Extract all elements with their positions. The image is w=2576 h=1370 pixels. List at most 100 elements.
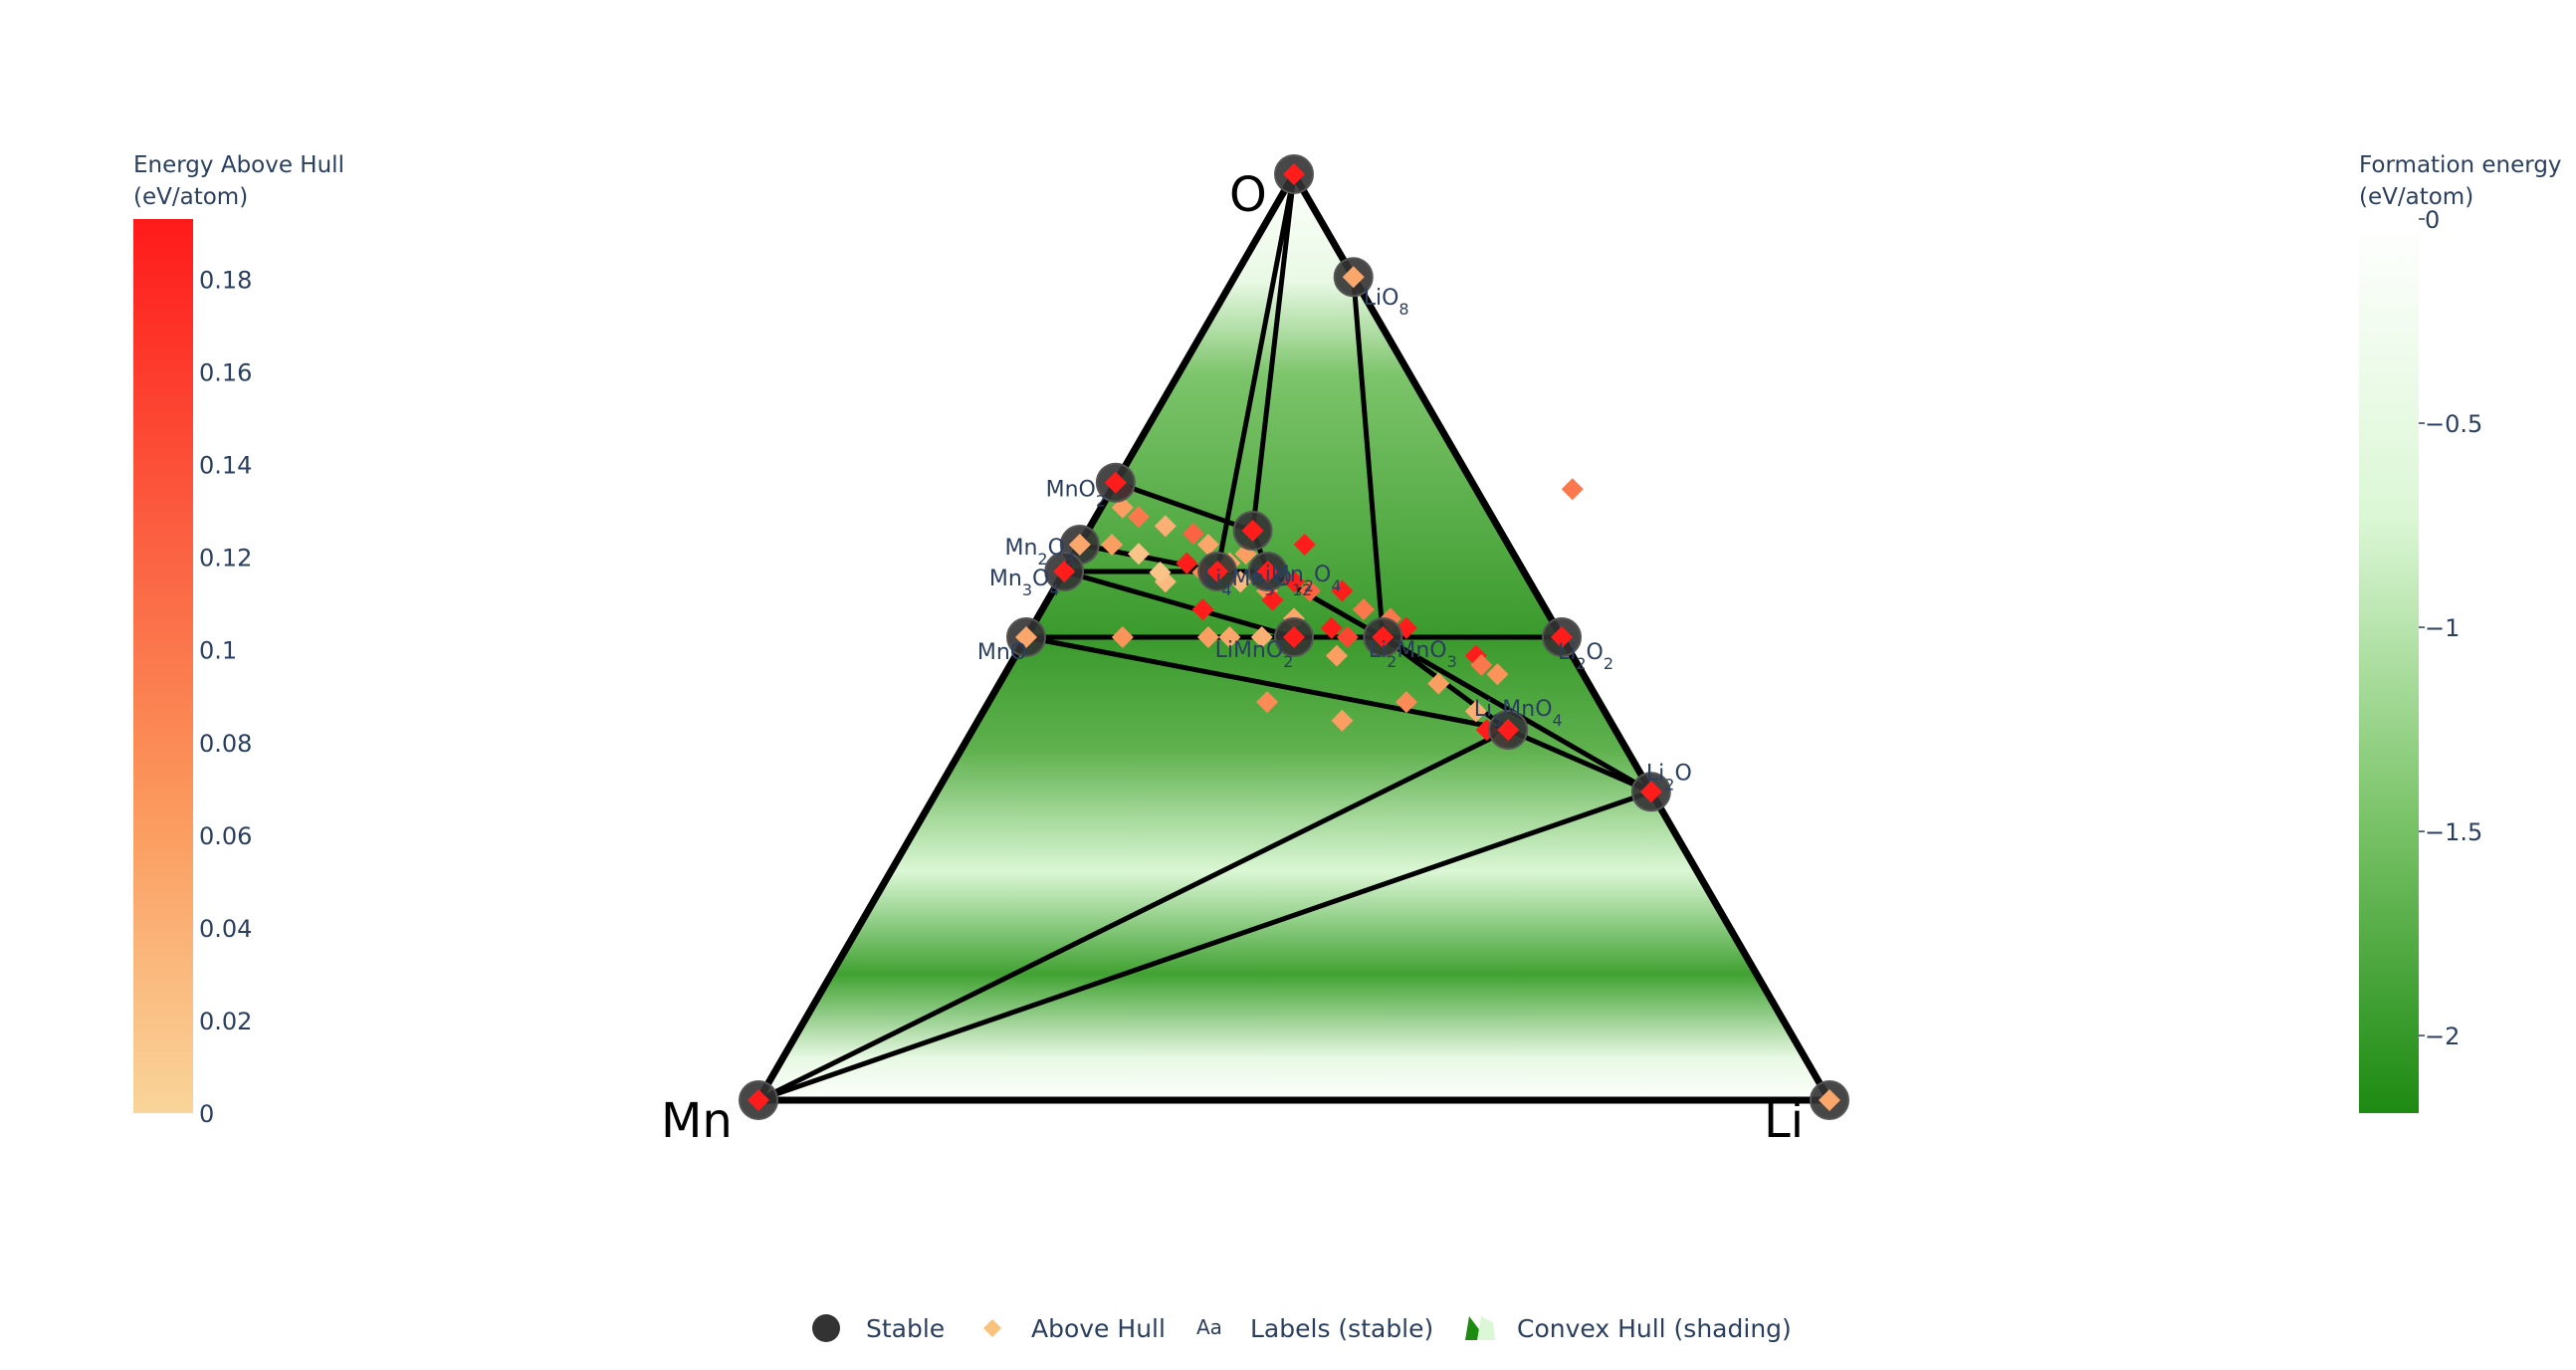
phase-label: MnO <box>977 640 1027 665</box>
above-hull-point[interactable] <box>1331 579 1354 602</box>
diamond-legend-icon <box>983 1319 1001 1337</box>
colorbar-tick-label: 0 <box>2425 206 2440 234</box>
stable-point-marker <box>1256 560 1279 582</box>
stable-point-marker <box>1241 520 1264 543</box>
corner-label-mn: Mn <box>661 1093 733 1149</box>
corner-label-o: O <box>1229 167 1267 223</box>
shading-legend-icon-light <box>1477 1316 1495 1340</box>
above-hull-point[interactable] <box>1470 653 1493 676</box>
colorbar-tick-label: 0.14 <box>199 452 252 480</box>
above-hull-point[interactable] <box>1101 534 1124 556</box>
colorbar-ticks: 0 0.02 0.04 0.06 0.08 0.1 0.12 0.14 0.16 0.18 <box>199 266 252 1128</box>
above-hull-point[interactable] <box>1191 598 1214 621</box>
above-hull-point[interactable] <box>1196 534 1219 556</box>
colorbar-tick-label: −1 <box>2425 614 2460 642</box>
above-hull-point[interactable] <box>1336 626 1359 648</box>
colorbar-title: Formation energy <box>2359 152 2562 178</box>
above-hull-point[interactable] <box>1464 700 1487 723</box>
legend-label: Convex Hull (shading) <box>1517 1314 1792 1343</box>
legend-label: Stable <box>866 1314 945 1343</box>
above-hull-point[interactable] <box>1326 644 1349 667</box>
legend-label: Above Hull <box>1031 1314 1166 1343</box>
phase-label: Li2O2 <box>1558 640 1613 673</box>
above-hull-point[interactable] <box>1256 691 1279 714</box>
phase-label: LiO8 <box>1364 286 1409 319</box>
colorbar-tick-label: 0.06 <box>199 822 252 850</box>
colorbar-title-unit: (eV/atom) <box>2359 184 2473 210</box>
stable-point-marker <box>1551 626 1573 648</box>
colorbar-tick-label: −0.5 <box>2425 410 2482 438</box>
phase-label: Li4Mn5O12 <box>1203 567 1312 599</box>
above-hull-point[interactable] <box>1561 478 1584 501</box>
above-hull-point[interactable] <box>1293 534 1316 556</box>
legend-item-stable[interactable]: Stable <box>812 1314 945 1343</box>
stable-point-marker <box>1053 560 1076 582</box>
stable-point-marker <box>1283 626 1305 648</box>
colorbar-ticks: 0 −0.5 −1 −1.5 −2 <box>2419 206 2482 1050</box>
tie-line <box>1023 634 1511 733</box>
above-hull-point[interactable] <box>1127 506 1150 529</box>
above-hull-point[interactable] <box>1427 672 1450 695</box>
above-hull-point[interactable] <box>1299 579 1322 602</box>
legend-label: Labels (stable) <box>1250 1314 1433 1343</box>
colorbar-scale <box>133 219 193 1113</box>
formation-energy-colorbar: Formation energy (eV/atom) 0 −0.5 −1 −1.5 −2 <box>2359 152 2562 1113</box>
colorbar-tick-label: 0.12 <box>199 545 252 572</box>
above-hull-point[interactable] <box>1486 663 1509 686</box>
phase-label: LiMn2O4 <box>1253 563 1342 595</box>
above-hull-point[interactable] <box>1181 522 1204 545</box>
tie-line <box>1250 171 1297 534</box>
above-hull-point[interactable] <box>1154 515 1177 538</box>
ternary-plot: LiO8MnO2Mn2O3Mn3O4MnOLiMn2O4Li4Mn5O12LiM… <box>661 154 1849 1149</box>
above-hull-point[interactable] <box>1261 588 1284 611</box>
above-hull-point[interactable] <box>1352 598 1375 621</box>
corner-label-li: Li <box>1764 1093 1804 1149</box>
colorbar-title-unit: (eV/atom) <box>133 184 248 210</box>
above-hull-point[interactable] <box>1250 626 1273 648</box>
above-hull-point[interactable] <box>1331 709 1354 732</box>
colorbar-tick-label: −2 <box>2425 1023 2460 1050</box>
colorbar-tick-label: 0.04 <box>199 915 252 943</box>
text-legend-icon: Aa <box>1196 1315 1222 1339</box>
above-hull-point[interactable] <box>1111 626 1134 648</box>
colorbar-tick-label: 0.02 <box>199 1008 252 1035</box>
legend-item-labels[interactable]: Aa Labels (stable) <box>1196 1314 1433 1343</box>
tie-line <box>755 727 1511 1103</box>
stable-point-marker <box>1015 626 1037 648</box>
phase-label: Li2MnO3 <box>1369 638 1457 671</box>
above-hull-point[interactable] <box>1176 552 1198 574</box>
above-hull-point[interactable] <box>1149 561 1172 583</box>
stable-point-marker <box>1819 1089 1840 1111</box>
legend: Stable Above Hull Aa Labels (stable) Con… <box>812 1314 1792 1343</box>
colorbar-tick-label: 0 <box>199 1100 214 1128</box>
above-hull-point[interactable] <box>1196 626 1219 648</box>
stable-point-marker <box>1497 719 1520 741</box>
tie-line <box>1214 171 1297 574</box>
phase-label: LiMnO2 <box>1215 638 1294 671</box>
colorbar-tick-label: 0.18 <box>199 266 252 294</box>
colorbar-title: Energy Above Hull <box>133 152 344 178</box>
stable-legend-icon <box>812 1314 840 1342</box>
energy-above-hull-colorbar: Energy Above Hull (eV/atom) 0 0.02 0.04 0.0… <box>133 152 344 1128</box>
above-hull-point[interactable] <box>1218 626 1241 648</box>
above-hull-point[interactable] <box>1283 571 1305 593</box>
colorbar-tick-label: −1.5 <box>2425 818 2482 846</box>
above-hull-point[interactable] <box>1395 691 1417 714</box>
above-hull-point[interactable] <box>1127 543 1150 566</box>
stable-point-marker <box>748 1089 769 1111</box>
stable-point-marker <box>1283 163 1305 185</box>
legend-item-hull-shading[interactable]: Convex Hull (shading) <box>1465 1314 1792 1343</box>
stable-markers <box>739 154 1849 1120</box>
phase-label: Mn3O4 <box>989 567 1060 599</box>
phase-label: Li2O <box>1646 761 1692 794</box>
tie-line <box>1505 727 1654 795</box>
tie-line <box>1077 542 1220 574</box>
colorbar-scale <box>2359 219 2419 1113</box>
tie-line <box>755 789 1654 1103</box>
phase-label: MnO2 <box>1046 478 1106 511</box>
above-hull-point[interactable] <box>1320 616 1343 639</box>
legend-item-above-hull[interactable]: Above Hull <box>983 1314 1166 1343</box>
phase-label: Mn2O3 <box>1004 536 1075 569</box>
